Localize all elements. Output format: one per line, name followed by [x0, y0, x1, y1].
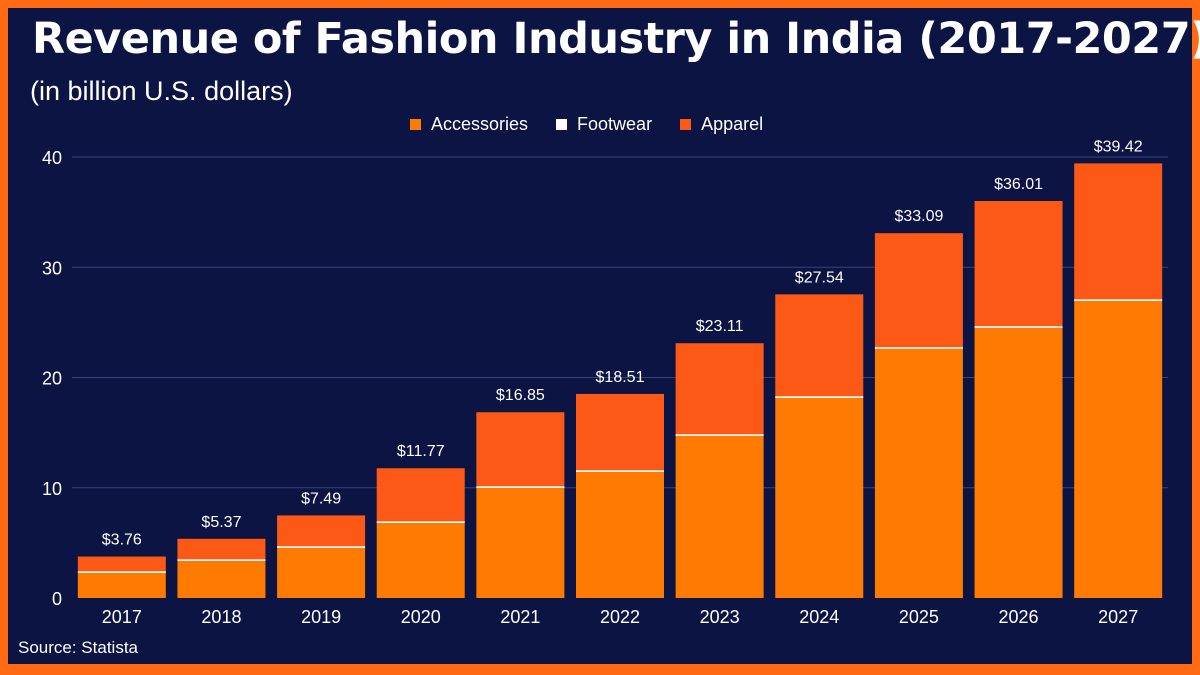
data-label: $36.01: [994, 176, 1043, 193]
bar-footwear: [277, 545, 366, 548]
y-tick-label: 10: [42, 479, 62, 499]
bar-accessories: [576, 471, 664, 598]
data-label: $23.11: [696, 318, 744, 335]
x-tick-label: 2018: [201, 607, 241, 627]
data-label: $7.49: [301, 490, 341, 507]
legend-label: Apparel: [701, 114, 764, 134]
data-label: $39.42: [1094, 138, 1143, 155]
bar-footwear: [476, 485, 565, 488]
bar-apparel: [476, 412, 565, 487]
x-tick-label: 2027: [1098, 607, 1138, 627]
source-note: Source: Statista: [18, 638, 139, 657]
bar-footwear: [376, 521, 465, 524]
bar-apparel: [1074, 163, 1163, 300]
legend-label: Footwear: [577, 114, 653, 134]
x-tick-label: 2017: [102, 607, 142, 627]
legend-label: Accessories: [431, 114, 529, 134]
bar-accessories: [775, 398, 864, 598]
bar-footwear: [675, 433, 764, 436]
x-tick-label: 2023: [700, 607, 740, 627]
legend-item: Footwear: [556, 114, 652, 135]
chart-title: Revenue of Fashion Industry in India (20…: [32, 14, 1200, 64]
legend-swatch: [410, 119, 421, 130]
legend: Accessories Footwear Apparel: [410, 114, 763, 135]
data-label: $33.09: [894, 208, 943, 225]
bar-accessories: [376, 523, 465, 598]
legend-item: Apparel: [680, 114, 763, 135]
bar-footwear: [775, 396, 864, 399]
x-tick-label: 2019: [301, 607, 341, 627]
bar-accessories: [1074, 300, 1163, 598]
bar-footwear: [77, 570, 166, 573]
data-label: $16.85: [496, 387, 545, 404]
bar-footwear: [1074, 298, 1163, 301]
bar-apparel: [376, 468, 465, 522]
x-tick-label: 2026: [999, 607, 1039, 627]
x-tick-label: 2020: [401, 607, 441, 627]
bar-apparel: [77, 556, 166, 572]
bar-apparel: [874, 233, 963, 348]
x-tick-label: 2021: [500, 607, 540, 627]
bar-apparel: [576, 393, 664, 471]
legend-item: Accessories: [410, 114, 528, 135]
data-label: $11.77: [397, 443, 445, 460]
data-label: $27.54: [795, 269, 844, 286]
y-tick-label: 0: [52, 589, 62, 609]
bar-accessories: [77, 572, 166, 598]
y-tick-label: 40: [42, 148, 62, 168]
x-tick-label: 2022: [600, 607, 640, 627]
bar-apparel: [177, 538, 266, 560]
bar-footwear: [974, 325, 1063, 328]
bar-footwear: [576, 469, 664, 472]
bar-accessories: [675, 435, 764, 598]
chart-subtitle: (in billion U.S. dollars): [30, 76, 293, 106]
y-tick-label: 20: [42, 369, 62, 389]
bar-accessories: [177, 560, 266, 598]
legend-swatch: [680, 119, 692, 130]
bar-apparel: [775, 294, 864, 397]
legend-swatch: [556, 119, 568, 130]
y-tick-label: 30: [42, 258, 62, 278]
data-label: $5.37: [201, 514, 241, 531]
bar-footwear: [177, 558, 266, 561]
bar-apparel: [277, 515, 366, 547]
bar-accessories: [476, 487, 565, 598]
data-label: $3.76: [102, 532, 142, 549]
bar-footwear: [874, 346, 963, 349]
data-label: $18.51: [596, 369, 645, 386]
bar-apparel: [974, 200, 1063, 327]
bar-apparel: [675, 343, 764, 435]
bar-accessories: [974, 327, 1063, 598]
x-tick-label: 2024: [799, 607, 839, 627]
bar-accessories: [874, 348, 963, 598]
x-tick-label: 2025: [899, 607, 939, 627]
bar-accessories: [277, 547, 366, 598]
